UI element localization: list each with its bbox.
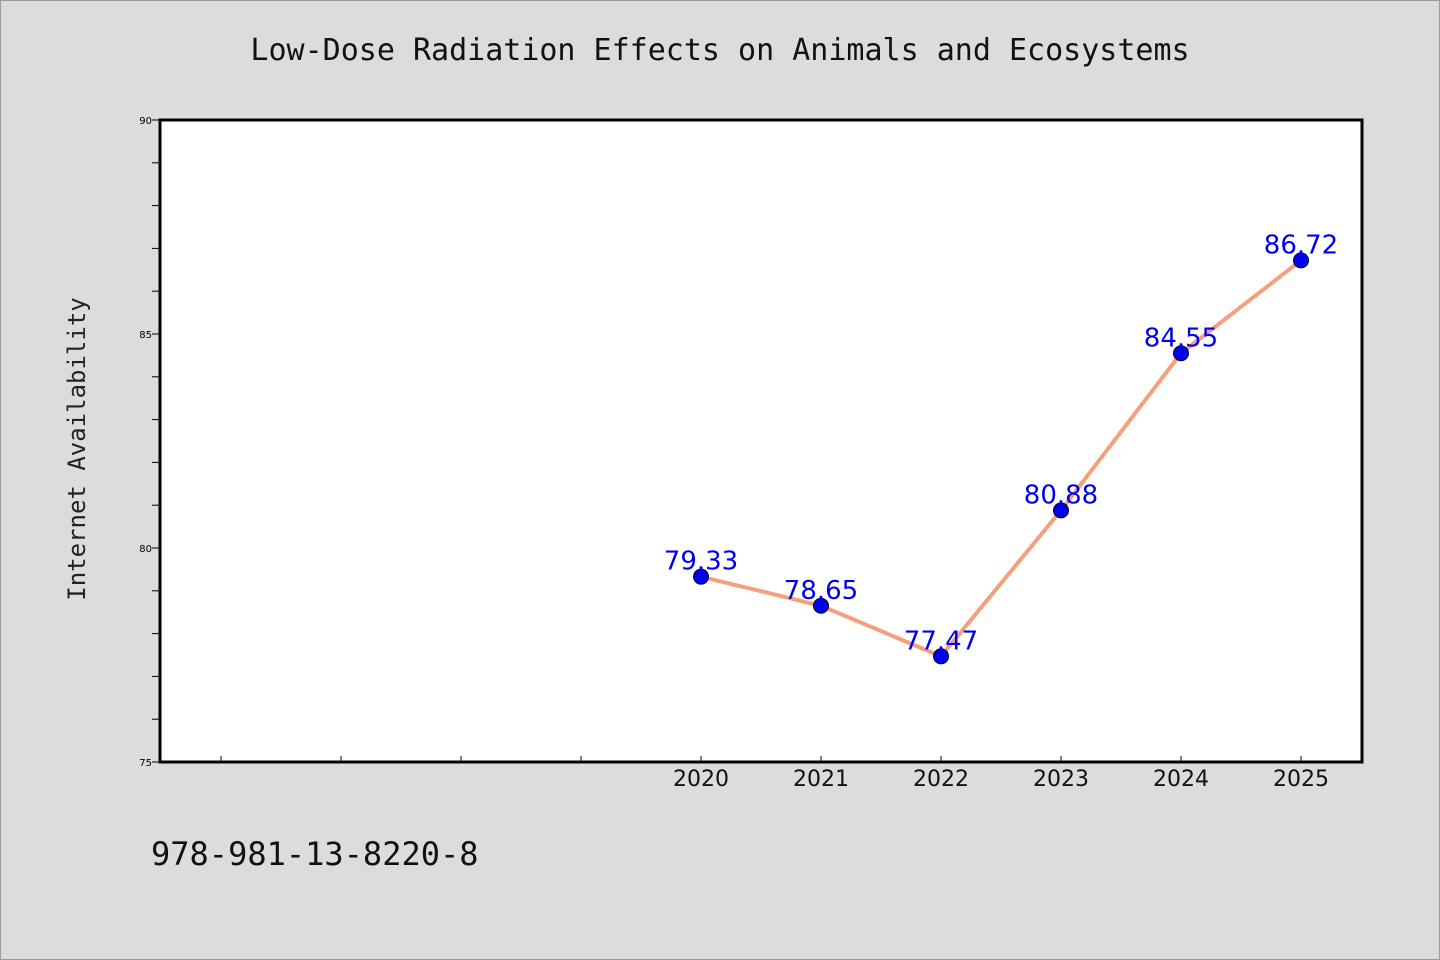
data-point: [933, 648, 949, 665]
y-tick-label: 90: [139, 116, 152, 127]
x-tick-label: 2020: [673, 767, 729, 792]
data-point: [813, 597, 829, 614]
data-label: 78.65: [784, 576, 858, 606]
data-point: [1053, 502, 1069, 519]
x-tick-label: 2023: [1033, 767, 1089, 792]
x-tick-label: 2024: [1153, 767, 1209, 792]
x-tick-label: 2022: [913, 767, 969, 792]
y-tick-label: 80: [139, 544, 152, 555]
data-point: [1173, 345, 1189, 362]
y-axis-label: Internet Availability: [63, 297, 91, 601]
isbn-text: 978-981-13-8220-8: [151, 835, 479, 873]
data-label: 80.88: [1024, 480, 1098, 510]
series-line: [699, 258, 1303, 659]
x-tick-label: 2025: [1273, 767, 1329, 792]
x-tick-label: 2021: [793, 767, 849, 792]
data-label: 79.33: [664, 547, 738, 577]
data-point: [1293, 252, 1309, 269]
data-label: 77.47: [904, 626, 978, 656]
data-label: 86.72: [1264, 230, 1338, 260]
y-tick-label: 85: [139, 330, 152, 341]
plot-area: [158, 118, 1364, 764]
chart-title: Low-Dose Radiation Effects on Animals an…: [250, 33, 1190, 68]
y-tick-label: 75: [139, 758, 152, 769]
data-label: 84.55: [1144, 323, 1218, 353]
data-point: [693, 568, 709, 585]
